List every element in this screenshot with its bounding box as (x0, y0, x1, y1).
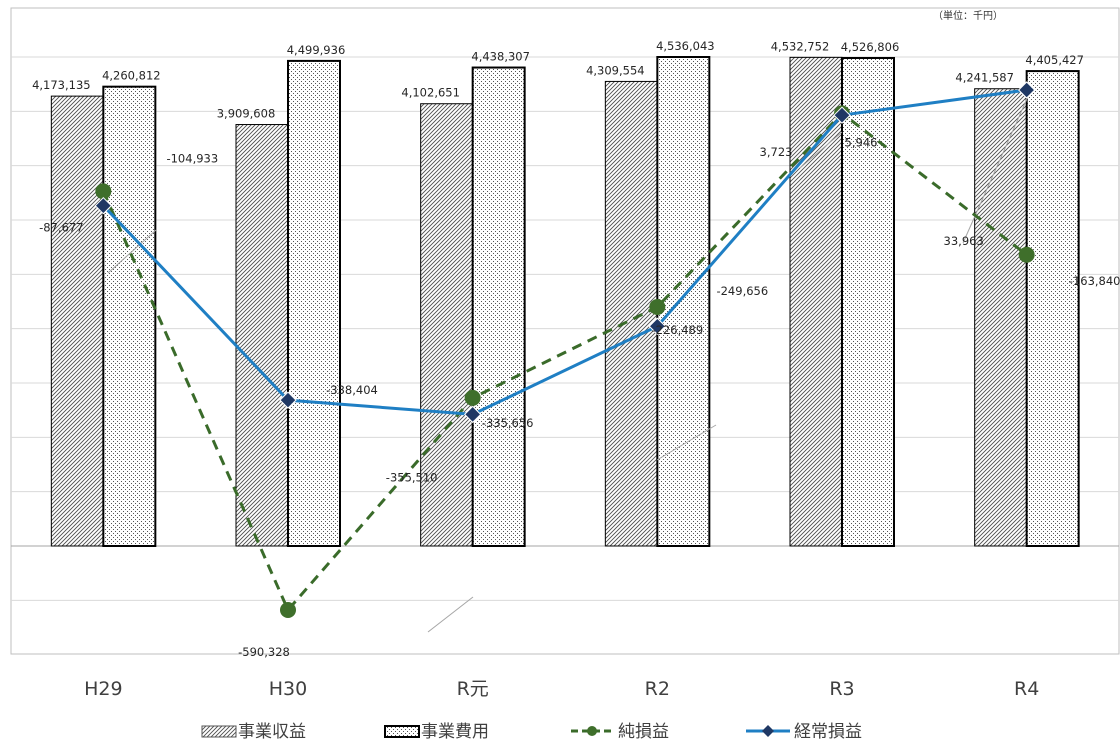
line-label-ordinary-3: -249,656 (716, 284, 768, 298)
legend-marker-ordinary (762, 725, 774, 737)
leader-line-0 (107, 229, 157, 274)
line-label-ordinary-0: -104,933 (166, 152, 218, 166)
marker-ordinary-2 (463, 405, 482, 424)
bar-revenue-1 (235, 124, 289, 547)
line-label-ordinary-4: 3,723 (760, 145, 793, 159)
bar-label-expense-0: 4,260,812 (102, 69, 161, 83)
bar-label-expense-3: 4,536,043 (656, 39, 715, 53)
line-label-net-3: -226,489 (651, 323, 703, 337)
bar-label-revenue-4: 4,532,752 (771, 39, 830, 53)
data-labels: 4,173,135 3,909,608 4,102,651 4,309,554 4,53… (32, 39, 1120, 659)
leader-line-2 (962, 91, 1031, 244)
marker-ordinary-5 (1017, 81, 1036, 99)
line-label-ordinary-2: -355,510 (386, 470, 438, 484)
marker-net-3 (649, 298, 666, 315)
category-label-4: R3 (829, 678, 854, 700)
bar-label-revenue-5: 4,241,587 (955, 71, 1014, 85)
category-label-1: H30 (269, 678, 307, 700)
line-label-net-1: -590,328 (238, 645, 290, 659)
plot-border (10, 7, 1120, 655)
bar-expense-0 (102, 85, 157, 548)
line-label-ordinary-1: -338,404 (326, 383, 378, 397)
bar-revenue-5 (974, 88, 1028, 547)
legend-label-net: 純損益 (618, 722, 669, 742)
bars (50, 56, 1080, 548)
line-label-net-4: 5,946 (845, 135, 878, 149)
lines (94, 81, 1036, 618)
bar-revenue-3 (604, 80, 658, 547)
marker-net-0 (95, 183, 112, 200)
legend: 事業収益 事業費用 純損益 経常損益 (201, 722, 862, 742)
marker-ordinary-0 (94, 196, 113, 215)
line-net (101, 111, 1028, 613)
line-label-ordinary-5: 33,963 (944, 234, 984, 248)
leader-line-3 (656, 424, 717, 461)
category-axis: H29 H30 R元 R2 R3 R4 (84, 678, 1039, 700)
bar-label-revenue-1: 3,909,608 (217, 107, 276, 121)
line-ordinary (102, 88, 1027, 416)
bar-label-revenue-3: 4,309,554 (586, 63, 645, 77)
marker-ordinary-4 (833, 106, 851, 124)
category-label-5: R4 (1014, 678, 1039, 700)
line-label-net-0: -87,677 (39, 220, 83, 234)
bar-expense-2 (471, 66, 526, 547)
legend-swatch-revenue (201, 725, 237, 738)
bar-label-revenue-0: 4,173,135 (32, 78, 91, 92)
bar-label-expense-2: 4,438,307 (471, 50, 530, 64)
legend-swatch-expense (384, 725, 420, 738)
bar-label-expense-1: 4,499,936 (287, 43, 346, 57)
line-label-net-5: -163,840 (1069, 274, 1120, 288)
legend-label-ordinary: 経常損益 (794, 722, 862, 742)
marker-ordinary-3 (648, 317, 667, 335)
marker-net-5 (1018, 246, 1035, 263)
leader-line-1 (799, 131, 843, 169)
legend-label-revenue: 事業収益 (238, 722, 306, 742)
bar-revenue-0 (50, 95, 104, 547)
legend-marker-net (587, 726, 597, 736)
bar-label-expense-5: 4,405,427 (1025, 53, 1084, 67)
bar-expense-1 (287, 59, 341, 547)
bar-revenue-2 (420, 103, 474, 547)
leader-line-4 (427, 596, 474, 633)
marker-ordinary-1 (279, 391, 297, 409)
category-label-2: R元 (457, 678, 489, 700)
legend-label-expense: 事業費用 (421, 722, 489, 742)
gridlines (11, 56, 1119, 601)
unit-note: （単位：千円） (933, 9, 1003, 22)
leader-lines (107, 91, 1031, 633)
bar-expense-5 (1025, 70, 1080, 548)
category-label-0: H29 (84, 678, 122, 700)
bar-label-expense-4: 4,526,806 (841, 40, 900, 54)
marker-net-2 (464, 389, 481, 406)
bar-label-revenue-2: 4,102,651 (401, 86, 460, 100)
bar-expense-4 (841, 56, 895, 547)
marker-net-1 (280, 602, 296, 618)
bar-expense-3 (656, 56, 711, 547)
line-label-net-2: -335,656 (482, 416, 534, 430)
category-label-3: R2 (645, 678, 670, 700)
bar-revenue-4 (789, 56, 843, 547)
